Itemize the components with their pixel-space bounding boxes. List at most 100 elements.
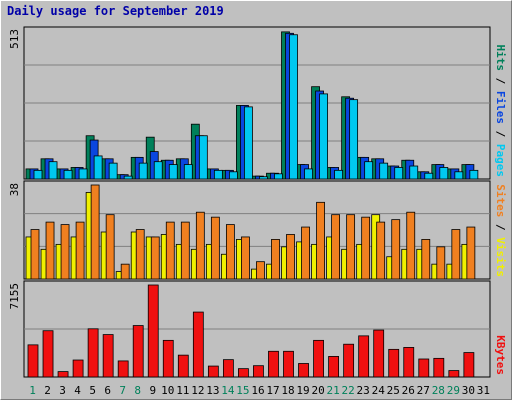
day-label: 4 xyxy=(74,384,81,397)
bar-pages xyxy=(183,164,193,180)
bar-sites xyxy=(286,234,295,280)
bar-pages xyxy=(364,161,374,180)
bar-kbytes xyxy=(238,368,249,378)
legend-visits-sites: Sites / Visits xyxy=(494,184,507,277)
day-label: 8 xyxy=(134,384,141,397)
bar-pages xyxy=(259,176,268,180)
bar-pages xyxy=(244,106,253,180)
bar-sites xyxy=(30,229,40,280)
day-label: 7 xyxy=(119,384,126,397)
bar-sites xyxy=(90,184,100,280)
bar-pages xyxy=(78,168,88,180)
bar-pages xyxy=(198,135,208,180)
bar-kbytes xyxy=(298,363,309,378)
bar-sites xyxy=(436,246,446,280)
bar-pages xyxy=(123,175,133,180)
day-label: 28 xyxy=(432,384,445,397)
bar-kbytes xyxy=(433,357,445,378)
day-label: 3 xyxy=(59,384,66,397)
bar-sites xyxy=(45,221,55,280)
legend-hits-files-pages: Hits / Files / Pages xyxy=(494,45,507,178)
bar-kbytes xyxy=(102,334,114,378)
chart-title: Daily usage for September 2019 xyxy=(7,4,224,18)
bar-kbytes xyxy=(207,365,219,378)
bar-pages xyxy=(469,169,479,180)
bar-sites xyxy=(105,214,115,280)
day-label: 22 xyxy=(342,384,355,397)
bar-pages xyxy=(274,173,283,180)
bar-kbytes xyxy=(87,328,99,378)
bar-kbytes xyxy=(57,371,69,378)
bar-sites xyxy=(466,226,476,280)
bar-sites xyxy=(301,226,310,280)
bar-sites xyxy=(451,229,461,280)
bar-pages xyxy=(289,34,298,180)
day-label: 12 xyxy=(191,384,204,397)
bar-sites xyxy=(421,239,431,280)
day-label: 30 xyxy=(462,384,475,397)
bar-pages xyxy=(409,165,419,180)
bar-kbytes xyxy=(42,330,54,378)
bar-kbytes xyxy=(403,347,415,378)
bar-pages xyxy=(319,93,328,180)
bar-sites xyxy=(120,263,130,280)
bar-pages xyxy=(379,162,389,180)
bar-pages xyxy=(63,169,73,180)
bar-sites xyxy=(241,236,250,280)
y-max-label: 513 xyxy=(8,29,21,49)
y-max-label: 7155 xyxy=(8,283,21,310)
legend-item-sites: Sites xyxy=(494,184,507,217)
legend-separator: / xyxy=(494,217,507,237)
bar-sites xyxy=(210,216,220,280)
bar-kbytes xyxy=(328,356,340,378)
day-label: 21 xyxy=(326,384,339,397)
bar-sites xyxy=(346,214,356,280)
day-label: 11 xyxy=(176,384,189,397)
legend-separator: / xyxy=(494,71,507,91)
legend-item-kbytes: KBytes xyxy=(494,335,507,375)
bar-kbytes xyxy=(72,359,84,378)
bar-sites xyxy=(180,221,190,280)
bar-sites xyxy=(225,224,235,280)
bar-pages xyxy=(93,155,103,180)
bar-pages xyxy=(33,169,43,180)
day-label: 18 xyxy=(281,384,294,397)
bar-pages xyxy=(304,168,313,180)
bar-pages xyxy=(108,162,118,180)
day-label: 10 xyxy=(161,384,174,397)
bar-kbytes xyxy=(313,339,324,378)
bar-kbytes xyxy=(418,358,430,378)
bar-pages xyxy=(349,99,359,180)
bar-pages xyxy=(228,171,238,180)
day-label: 20 xyxy=(311,384,324,397)
day-label: 17 xyxy=(266,384,279,397)
bar-sites xyxy=(376,221,386,280)
bar-pages xyxy=(454,171,464,180)
bar-kbytes xyxy=(177,354,189,378)
day-label: 15 xyxy=(236,384,249,397)
legend-item-visits: Visits xyxy=(494,237,507,277)
bar-kbytes xyxy=(27,344,39,378)
bar-pages xyxy=(153,161,163,180)
bar-sites xyxy=(391,219,401,280)
day-label: 13 xyxy=(206,384,219,397)
bar-sites xyxy=(195,211,205,280)
bar-kbytes xyxy=(463,352,475,378)
bar-sites xyxy=(331,214,341,280)
legend-kbytes: KBytes xyxy=(494,335,507,375)
bar-sites xyxy=(361,216,371,280)
day-label: 23 xyxy=(357,384,370,397)
legend-item-hits: Hits xyxy=(494,45,507,72)
day-label: 19 xyxy=(296,384,309,397)
bar-sites xyxy=(165,221,175,280)
bar-sites xyxy=(150,236,160,280)
day-label: 9 xyxy=(149,384,156,397)
bar-kbytes xyxy=(162,339,174,378)
bar-sites xyxy=(271,239,280,280)
bar-sites xyxy=(316,201,325,280)
bar-kbytes xyxy=(448,370,460,378)
day-label: 5 xyxy=(89,384,96,397)
bar-sites xyxy=(60,224,70,280)
bar-pages xyxy=(394,167,404,180)
